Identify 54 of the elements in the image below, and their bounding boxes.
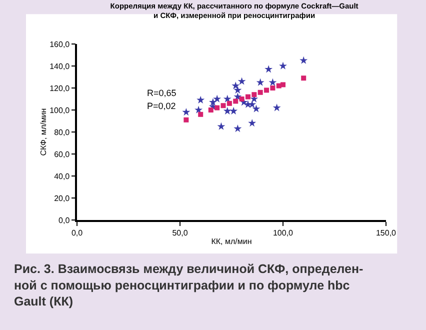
y-tick-label: 40,0 bbox=[54, 172, 70, 181]
y-tick-label: 160,0 bbox=[50, 40, 70, 49]
point bbox=[214, 105, 220, 110]
point bbox=[217, 122, 226, 130]
point bbox=[233, 98, 238, 104]
point bbox=[252, 104, 260, 112]
point bbox=[220, 103, 226, 108]
point bbox=[258, 90, 263, 95]
text: Рис. 3. Взаимосвязь между величиной СКФ, определен- ной с помощью реносцинтиграфии и по формуле hbc Gault (КК) bbox=[14, 262, 364, 308]
point bbox=[194, 106, 203, 114]
point bbox=[223, 94, 232, 102]
x-tick-label: 100,0 bbox=[272, 228, 294, 238]
x-axis-title: КК, мл/мин bbox=[211, 236, 252, 246]
point bbox=[208, 108, 214, 112]
point bbox=[184, 117, 189, 122]
point bbox=[234, 86, 242, 94]
point bbox=[279, 62, 287, 70]
x-tick-label: 150,0 bbox=[376, 228, 397, 238]
point bbox=[198, 112, 204, 117]
point bbox=[252, 92, 257, 98]
x-tick-label: 0,0 bbox=[71, 228, 84, 238]
annotation: R=0,65 bbox=[147, 88, 176, 98]
point bbox=[256, 78, 264, 86]
y-tick-label: 0,0 bbox=[58, 216, 70, 225]
point bbox=[268, 78, 277, 86]
point bbox=[301, 76, 306, 81]
point bbox=[182, 108, 190, 116]
point bbox=[272, 104, 281, 112]
y-axis-title: СКФ, мл/мин bbox=[38, 108, 48, 156]
point bbox=[238, 77, 246, 85]
y-tick-label: 20,0 bbox=[54, 194, 70, 203]
point bbox=[239, 96, 244, 102]
point bbox=[245, 94, 250, 100]
point bbox=[248, 119, 256, 127]
point bbox=[213, 94, 222, 102]
point bbox=[230, 106, 238, 114]
y-tick-label: 80,0 bbox=[54, 128, 70, 137]
y-tick-label: 60,0 bbox=[54, 150, 70, 159]
point bbox=[196, 96, 205, 104]
point bbox=[226, 100, 232, 106]
point bbox=[270, 86, 276, 90]
point bbox=[264, 88, 270, 93]
point bbox=[280, 82, 286, 88]
annotation: P=0,02 bbox=[147, 101, 176, 111]
point bbox=[248, 100, 256, 108]
point bbox=[264, 65, 273, 73]
point bbox=[232, 82, 240, 90]
y-tick-label: 100,0 bbox=[50, 106, 70, 115]
y-tick-label: 140,0 bbox=[50, 62, 70, 71]
point bbox=[223, 106, 232, 114]
x-tick-label: 50,0 bbox=[172, 228, 188, 238]
point bbox=[300, 56, 308, 64]
y-tick-label: 120,0 bbox=[50, 84, 70, 93]
point bbox=[234, 124, 242, 132]
